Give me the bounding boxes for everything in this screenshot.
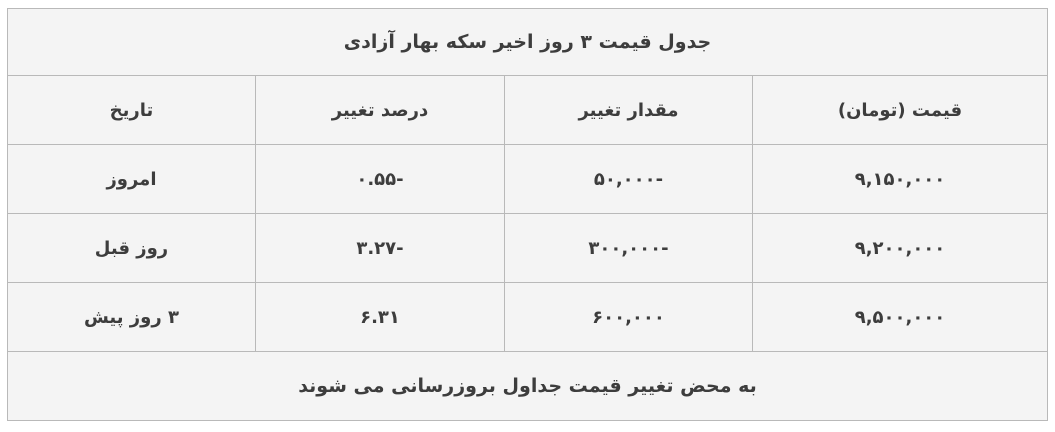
header-change-percent: درصد تغییر	[255, 75, 505, 145]
cell-price: ۹,۲۰۰,۰۰۰	[752, 213, 1048, 283]
table-row: ۹,۱۵۰,۰۰۰ -۵۰,۰۰۰ -۰.۵۵ امروز	[6, 144, 1048, 214]
header-date: تاریخ	[6, 75, 257, 145]
cell-change-percent: -۰.۵۵	[255, 144, 505, 214]
cell-change-amount: ۶۰۰,۰۰۰	[504, 282, 753, 352]
table-title-row: جدول قیمت ۳ روز اخیر سکه بهار آزادی	[6, 8, 1049, 76]
cell-change-amount: -۵۰,۰۰۰	[504, 144, 753, 214]
cell-change-amount: -۳۰۰,۰۰۰	[504, 213, 753, 283]
table-title: جدول قیمت ۳ روز اخیر سکه بهار آزادی	[6, 8, 1049, 76]
cell-price: ۹,۱۵۰,۰۰۰	[752, 144, 1048, 214]
cell-change-percent: -۳.۲۷	[255, 213, 505, 283]
table-row: ۹,۵۰۰,۰۰۰ ۶۰۰,۰۰۰ ۶.۳۱ ۳ روز پیش	[6, 282, 1048, 352]
table-row: ۹,۲۰۰,۰۰۰ -۳۰۰,۰۰۰ -۳.۲۷ روز قبل	[6, 213, 1048, 283]
cell-date: ۳ روز پیش	[6, 282, 257, 352]
cell-date: امروز	[6, 144, 257, 214]
header-price: قیمت (تومان)	[752, 75, 1048, 145]
header-change-amount: مقدار تغییر	[504, 75, 753, 145]
cell-change-percent: ۶.۳۱	[255, 282, 505, 352]
table-header-row: قیمت (تومان) مقدار تغییر درصد تغییر تاری…	[6, 75, 1048, 145]
table-footer-note: به محض تغییر قیمت جداول بروزرسانی می شون…	[6, 351, 1049, 421]
cell-date: روز قبل	[6, 213, 257, 283]
coin-price-table: جدول قیمت ۳ روز اخیر سکه بهار آزادی قیمت…	[6, 8, 1049, 421]
cell-price: ۹,۵۰۰,۰۰۰	[752, 282, 1048, 352]
table-footer-row: به محض تغییر قیمت جداول بروزرسانی می شون…	[6, 351, 1049, 421]
